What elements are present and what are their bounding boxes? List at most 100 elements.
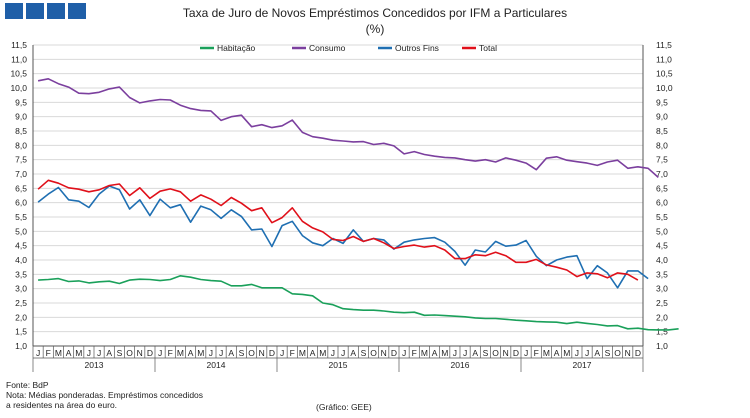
x-month-label: A <box>66 348 72 358</box>
x-month-label: F <box>46 348 51 358</box>
x-year-label: 2013 <box>85 360 104 370</box>
legend-label-total: Total <box>479 43 497 53</box>
logo-square <box>26 3 44 19</box>
note-line-1: Nota: Médias ponderadas. Empréstimos con… <box>6 390 204 400</box>
y-tick-label-right: 9,5 <box>656 97 668 107</box>
x-month-label: F <box>290 348 295 358</box>
x-month-label: D <box>635 348 641 358</box>
x-month-label: A <box>106 348 112 358</box>
y-tick-label-left: 8,0 <box>15 140 27 150</box>
y-tick-label-right: 10,5 <box>656 69 673 79</box>
note-line-2: a residentes na área do euro. <box>6 400 118 410</box>
x-month-label: J <box>36 348 40 358</box>
x-month-label: D <box>391 348 397 358</box>
notes-block: Fonte: BdP Nota: Médias ponderadas. Empr… <box>6 380 203 410</box>
x-year-label: 2016 <box>451 360 470 370</box>
y-tick-label-right: 1,0 <box>656 341 668 351</box>
x-month-label: N <box>259 348 265 358</box>
legend-label-habitacao: Habitação <box>217 43 256 53</box>
x-month-label: A <box>310 348 316 358</box>
x-month-label: A <box>350 348 356 358</box>
x-month-label: M <box>177 348 184 358</box>
x-month-label: J <box>575 348 579 358</box>
y-tick-label-right: 3,5 <box>656 269 668 279</box>
x-month-label: D <box>513 348 519 358</box>
x-month-label: N <box>625 348 631 358</box>
series-line-outros <box>37 185 649 289</box>
y-tick-label-right: 9,0 <box>656 112 668 122</box>
y-tick-label-right: 11,0 <box>656 54 672 64</box>
x-month-label: J <box>463 348 467 358</box>
chart-subtitle: (%) <box>365 22 385 36</box>
x-month-label: O <box>614 348 621 358</box>
x-month-label: M <box>299 348 306 358</box>
x-month-label: N <box>503 348 509 358</box>
y-tick-label-left: 1,0 <box>15 341 27 351</box>
y-tick-label-left: 9,5 <box>15 97 27 107</box>
logo-square <box>68 3 86 19</box>
y-tick-label-left: 10,5 <box>10 69 27 79</box>
x-month-label: S <box>483 348 489 358</box>
y-tick-label-left: 5,5 <box>15 212 27 222</box>
x-month-label: D <box>269 348 275 358</box>
x-month-label: M <box>543 348 550 358</box>
y-tick-label-left: 11,5 <box>11 40 27 50</box>
x-year-label: 2014 <box>207 360 226 370</box>
x-month-label: N <box>137 348 143 358</box>
y-tick-label-left: 4,0 <box>15 255 27 265</box>
x-month-label: A <box>432 348 438 358</box>
x-month-label: F <box>168 348 173 358</box>
x-month-label: O <box>126 348 133 358</box>
y-tick-label-right: 3,0 <box>656 284 668 294</box>
source-note: Fonte: BdP <box>6 380 49 390</box>
x-month-label: M <box>319 348 326 358</box>
x-month-label: A <box>594 348 600 358</box>
series-line-habitacao <box>38 274 679 331</box>
x-month-label: S <box>605 348 611 358</box>
y-tick-label-left: 7,0 <box>15 169 27 179</box>
y-tick-label-left: 5,0 <box>15 226 27 236</box>
x-month-label: A <box>554 348 560 358</box>
x-month-label: J <box>87 348 91 358</box>
x-month-label: J <box>97 348 101 358</box>
y-tick-label-left: 3,5 <box>15 269 27 279</box>
x-year-label: 2015 <box>329 360 348 370</box>
y-tick-label-right: 6,5 <box>656 183 668 193</box>
y-tick-label-right: 5,0 <box>656 226 668 236</box>
series-line-total <box>37 179 639 281</box>
y-tick-label-right: 2,5 <box>656 298 668 308</box>
y-tick-label-right: 8,0 <box>656 140 668 150</box>
x-month-label: M <box>441 348 448 358</box>
x-month-label: J <box>402 348 406 358</box>
x-month-label: S <box>239 348 245 358</box>
x-month-label: N <box>381 348 387 358</box>
y-tick-label-left: 3,0 <box>15 284 27 294</box>
chart-title-block: Taxa de Juro de Novos Empréstimos Conced… <box>0 5 750 37</box>
chart-title: Taxa de Juro de Novos Empréstimos Conced… <box>182 6 568 20</box>
x-month-label: S <box>117 348 123 358</box>
y-tick-label-right: 7,0 <box>656 169 668 179</box>
y-tick-label-left: 6,0 <box>15 198 27 208</box>
x-month-label: J <box>453 348 457 358</box>
x-month-label: J <box>280 348 284 358</box>
y-tick-label-left: 11,0 <box>11 54 27 64</box>
logo-square <box>47 3 65 19</box>
x-month-label: F <box>534 348 539 358</box>
x-month-label: F <box>412 348 417 358</box>
x-month-label: M <box>55 348 62 358</box>
x-month-label: M <box>563 348 570 358</box>
y-tick-label-right: 7,5 <box>656 155 668 165</box>
series-line-consumo <box>37 78 659 178</box>
y-tick-label-right: 5,5 <box>656 212 668 222</box>
x-month-label: J <box>585 348 589 358</box>
y-tick-label-left: 2,0 <box>15 312 27 322</box>
x-month-label: J <box>524 348 528 358</box>
x-month-label: A <box>188 348 194 358</box>
y-tick-label-left: 6,5 <box>15 183 27 193</box>
x-month-label: M <box>197 348 204 358</box>
y-tick-label-left: 8,5 <box>15 126 27 136</box>
y-tick-label-left: 9,0 <box>15 112 27 122</box>
y-tick-label-right: 4,5 <box>656 241 668 251</box>
logo-square <box>5 3 23 19</box>
